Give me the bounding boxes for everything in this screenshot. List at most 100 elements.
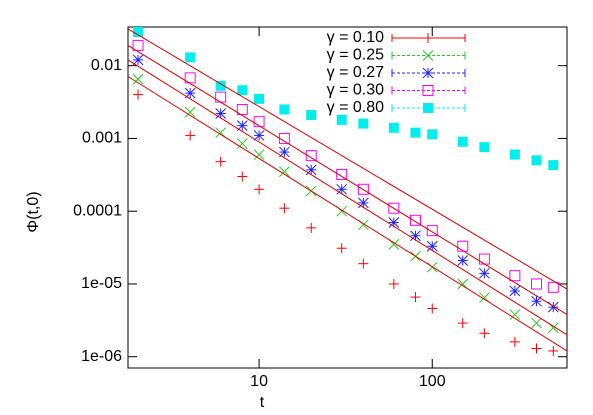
marker [423, 103, 433, 113]
marker-stroke [547, 322, 559, 334]
marker-stroke [336, 205, 348, 217]
plot-frame [127, 26, 568, 369]
marker-box [237, 85, 248, 96]
marker [548, 160, 559, 171]
fit-line [127, 44, 568, 315]
marker [336, 183, 348, 195]
marker [358, 258, 369, 269]
marker-stroke [509, 285, 521, 297]
marker [236, 138, 248, 149]
marker [410, 127, 421, 138]
y-tick-label: 0.001 [82, 130, 122, 147]
marker-box [358, 118, 369, 129]
marker-box [426, 225, 438, 237]
marker [253, 130, 265, 141]
marker [547, 281, 559, 293]
marker [388, 278, 399, 289]
marker [509, 309, 521, 320]
marker [509, 149, 520, 160]
x-axis-label: t [260, 394, 265, 411]
marker [422, 50, 434, 61]
marker [132, 54, 144, 66]
marker [357, 183, 369, 195]
marker [509, 285, 521, 297]
marker-box [253, 116, 265, 128]
marker-stroke [547, 301, 559, 313]
marker [185, 130, 196, 141]
marker-box [410, 127, 421, 138]
marker [132, 39, 144, 51]
marker-box [336, 168, 348, 180]
marker [426, 240, 438, 252]
marker [132, 73, 144, 85]
x-tick-label: 10 [250, 373, 268, 390]
marker [509, 336, 520, 347]
marker-box [184, 72, 196, 84]
marker-box [457, 136, 468, 147]
marker [279, 104, 290, 115]
marker-box [357, 183, 369, 195]
marker [457, 240, 469, 252]
marker-stroke [305, 164, 317, 176]
marker [457, 318, 468, 329]
marker-stroke [215, 127, 227, 139]
marker-box [423, 103, 433, 113]
marker [531, 343, 542, 354]
legend-label: γ = 0.25 [327, 47, 384, 64]
marker-stroke [457, 255, 469, 266]
marker-stroke [236, 138, 248, 149]
marker-box [388, 122, 399, 133]
fit-line [127, 76, 568, 352]
marker-stroke [253, 130, 265, 141]
marker [215, 156, 226, 167]
marker-box [479, 142, 490, 153]
marker-stroke [410, 230, 421, 242]
marker [279, 166, 290, 177]
legend-label: γ = 0.10 [327, 29, 384, 46]
marker-stroke [357, 219, 369, 231]
marker [410, 230, 421, 242]
marker-stroke [426, 240, 438, 252]
marker-box [422, 85, 434, 96]
marker [237, 85, 248, 96]
marker-box [509, 270, 521, 282]
marker-stroke [253, 149, 265, 160]
marker [254, 184, 265, 195]
fit-line [127, 59, 568, 336]
marker [279, 203, 290, 214]
marker-stroke [457, 278, 469, 290]
marker-stroke [336, 183, 348, 195]
marker-stroke [422, 67, 434, 79]
marker [306, 222, 317, 233]
marker-box [457, 240, 469, 252]
legend-label: γ = 0.27 [327, 64, 384, 81]
marker [358, 118, 369, 129]
marker-stroke [479, 292, 490, 303]
legend-label: γ = 0.30 [327, 82, 384, 99]
marker-box [185, 52, 196, 63]
marker [422, 85, 434, 96]
y-tick-label: 0.01 [91, 57, 122, 74]
marker-box [254, 93, 265, 104]
marker [427, 129, 438, 140]
marker [305, 164, 317, 176]
marker [215, 80, 226, 91]
marker [185, 52, 196, 63]
marker [357, 197, 369, 209]
marker [133, 89, 144, 100]
marker-stroke [479, 267, 490, 279]
marker [253, 149, 265, 160]
marker [336, 168, 348, 180]
marker-box [427, 129, 438, 140]
marker-box [548, 160, 559, 171]
marker [253, 116, 265, 128]
x-tick-label: 100 [419, 373, 446, 390]
marker [457, 255, 469, 266]
marker [409, 214, 421, 226]
marker [531, 155, 542, 166]
y-axis-label: Φ(t,0) [25, 191, 42, 232]
marker-stroke [215, 108, 227, 119]
marker-box [305, 150, 317, 162]
marker [479, 328, 490, 339]
